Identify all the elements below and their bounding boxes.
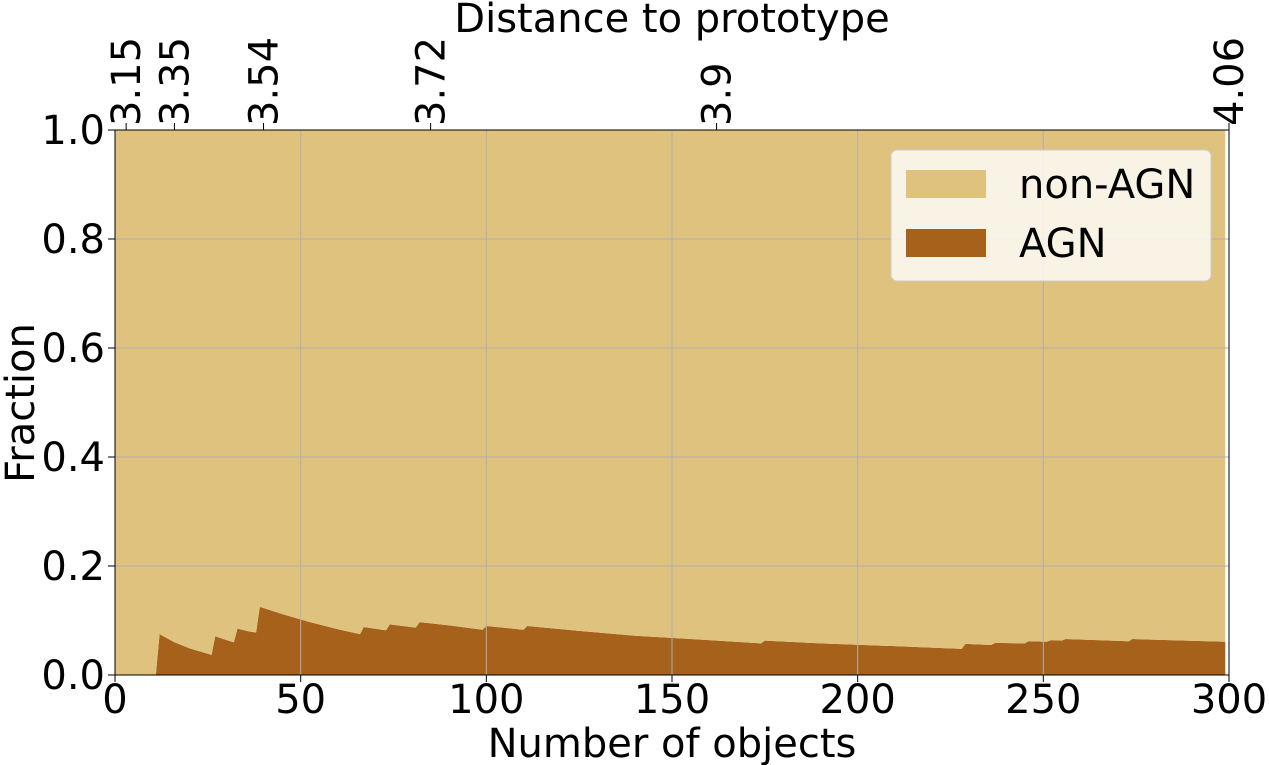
- x-tick-label: 200: [819, 677, 895, 723]
- legend-swatch: [906, 229, 986, 257]
- y-tick-label: 0.0: [41, 653, 105, 699]
- x-tick-label: 300: [1191, 677, 1267, 723]
- x-tick-label: 150: [634, 677, 710, 723]
- x2-tick-label: 4.06: [1207, 37, 1253, 126]
- legend-label: AGN: [1019, 221, 1107, 267]
- x2-tick-label: 3.72: [409, 37, 455, 126]
- legend-swatch: [906, 170, 986, 198]
- y-tick-label: 0.4: [41, 435, 105, 481]
- top-axis-title: Distance to prototype: [454, 0, 889, 42]
- legend-label: non-AGN: [1019, 162, 1195, 208]
- area: [115, 606, 1226, 675]
- x2-tick-label: 3.54: [242, 37, 288, 126]
- x-tick-label: 50: [275, 677, 326, 723]
- x2-tick-label: 3.35: [152, 37, 198, 126]
- y-axis-label: Fraction: [0, 323, 44, 483]
- x-tick-label: 0: [102, 677, 127, 723]
- x2-tick-label: 3.15: [104, 37, 150, 126]
- x2-tick-label: 3.9: [695, 62, 741, 126]
- y-tick-label: 0.8: [41, 217, 105, 263]
- y-tick-label: 0.6: [41, 326, 105, 372]
- x-tick-label: 100: [448, 677, 524, 723]
- x-axis-label: Number of objects: [488, 721, 857, 765]
- y-tick-label: 1.0: [41, 108, 105, 154]
- y-tick-label: 0.2: [41, 544, 105, 590]
- x-tick-label: 250: [1005, 677, 1081, 723]
- plot-frame: [114, 129, 1230, 676]
